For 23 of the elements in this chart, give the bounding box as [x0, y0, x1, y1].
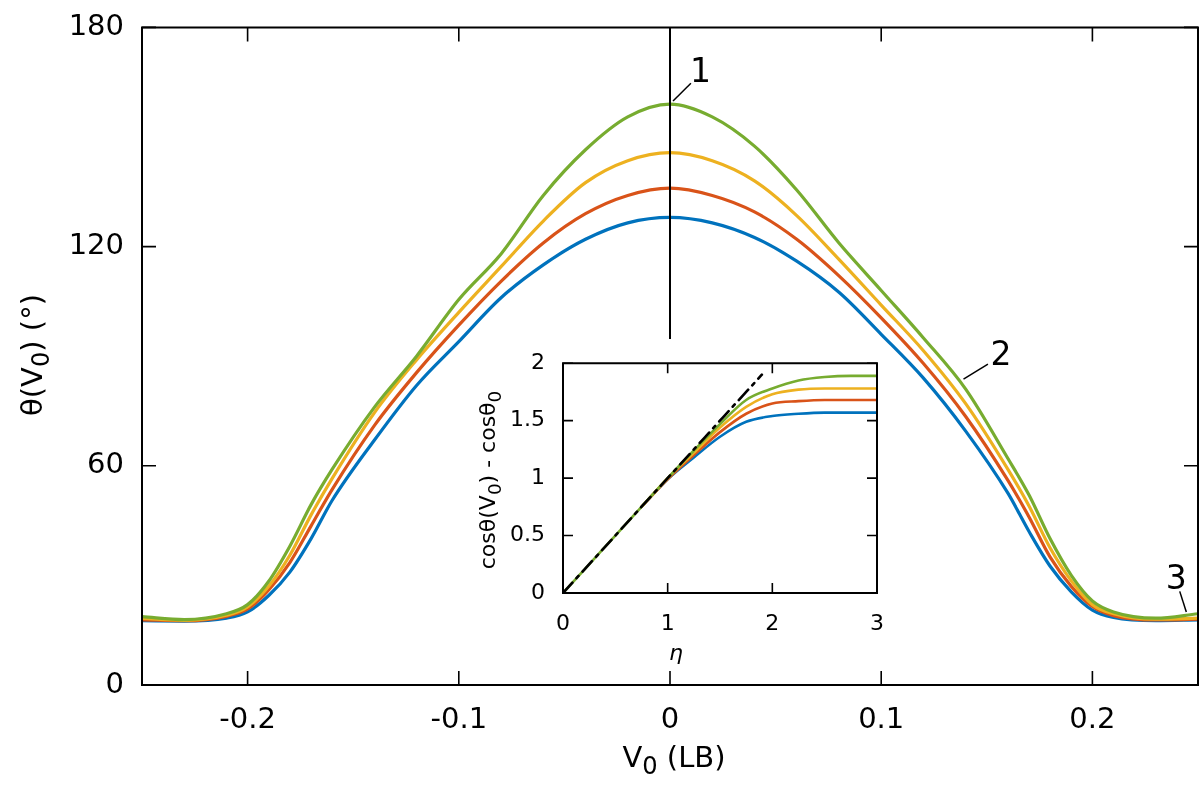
y-tick-label: 120 [68, 227, 124, 262]
y-tick-label: 60 [87, 446, 124, 481]
x-tick-label: -0.1 [430, 700, 488, 735]
x-axis-title: V$_{0}$ (LB) [622, 740, 726, 780]
y-tick-label: 2 [531, 348, 545, 374]
x-axis-title: η [669, 639, 683, 665]
x-tick-label: 1 [660, 609, 675, 635]
y-tick-label: 1 [531, 463, 545, 489]
x-tick-label: 0.2 [1069, 700, 1116, 735]
y-tick-label: 0 [105, 665, 124, 700]
x-tick-label: 2 [765, 609, 780, 635]
annotation: 2 [990, 333, 1012, 373]
x-tick-label: 0.1 [858, 700, 905, 735]
y-tick-label: 180 [68, 7, 124, 42]
y-tick-label: 1.5 [510, 406, 545, 432]
x-tick-label: -0.2 [219, 700, 276, 735]
x-tick-label: 3 [870, 609, 884, 635]
x-tick-label: 0 [556, 609, 570, 635]
annotation: 1 [689, 51, 711, 91]
y-tick-label: 0 [531, 578, 545, 604]
annotation: 3 [1165, 557, 1187, 597]
y-tick-label: 0.5 [510, 521, 545, 547]
x-tick-label: 0 [660, 700, 680, 735]
